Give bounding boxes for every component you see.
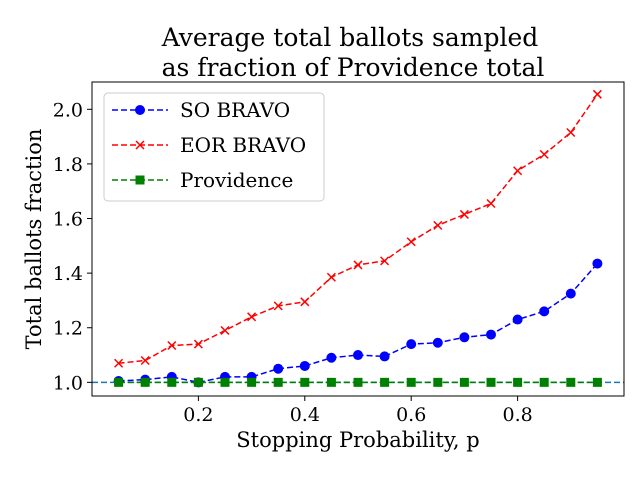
chart-title-line2: as fraction of Providence total	[162, 53, 545, 82]
series-line-so-bravo	[118, 263, 598, 384]
data-point-providence	[273, 377, 283, 387]
data-point-providence	[592, 377, 602, 387]
x-tick-label: 0.4	[290, 404, 320, 426]
data-point-providence	[459, 377, 469, 387]
x-axis-label: Stopping Probability, p	[236, 428, 479, 452]
data-point-so-bravo	[459, 332, 470, 343]
y-axis-ticks: 1.0 1.2 1.4 1.6 1.8 2.0	[53, 99, 92, 394]
data-point-providence	[140, 377, 150, 387]
data-point-so-bravo	[299, 360, 310, 371]
data-point-eor-bravo	[539, 149, 549, 159]
data-point-providence	[513, 377, 523, 387]
y-tick-label: 1.2	[53, 318, 83, 340]
data-point-eor-bravo	[380, 256, 390, 266]
data-point-eor-bravo	[167, 340, 177, 351]
data-point-eor-bravo	[114, 358, 124, 368]
data-point-eor-bravo	[353, 260, 363, 270]
data-point-providence	[380, 377, 390, 387]
x-tick-label: 0.2	[183, 404, 213, 426]
y-tick-label: 1.6	[53, 209, 83, 231]
data-point-eor-bravo	[592, 89, 602, 99]
x-tick-label: 0.8	[502, 404, 532, 426]
data-point-so-bravo	[406, 339, 417, 350]
data-point-so-bravo	[512, 314, 523, 325]
data-point-providence	[353, 377, 363, 387]
plot-area	[92, 89, 624, 388]
data-point-eor-bravo	[273, 301, 283, 311]
chart-title-line1: Average total ballots sampled	[161, 23, 539, 52]
y-tick-label: 1.4	[53, 263, 83, 285]
data-point-eor-bravo	[247, 312, 257, 322]
data-point-providence	[167, 377, 177, 387]
data-point-providence	[220, 377, 230, 387]
x-tick-label: 0.6	[396, 404, 426, 426]
y-tick-label: 2.0	[53, 99, 83, 121]
data-point-so-bravo	[486, 329, 496, 340]
y-tick-label: 1.0	[53, 372, 83, 394]
data-point-providence	[486, 377, 496, 387]
data-point-providence	[300, 377, 310, 387]
data-point-so-bravo	[326, 352, 337, 363]
data-point-eor-bravo	[406, 237, 416, 247]
data-point-so-bravo	[379, 351, 390, 362]
data-point-eor-bravo	[220, 325, 230, 336]
data-point-providence	[406, 377, 416, 387]
data-point-eor-bravo	[140, 355, 150, 366]
legend-label-providence: Providence	[180, 168, 293, 192]
data-point-eor-bravo	[193, 339, 203, 349]
data-point-eor-bravo	[486, 198, 496, 209]
data-point-so-bravo	[273, 363, 284, 374]
legend-label-eor-bravo: EOR BRAVO	[180, 133, 306, 157]
legend-marker-providence	[135, 175, 145, 185]
legend-marker-eor-bravo	[135, 140, 145, 150]
y-axis-label: Total ballots fraction	[22, 129, 46, 350]
data-point-eor-bravo	[433, 220, 443, 230]
plot-frame	[91, 81, 625, 397]
data-point-so-bravo	[432, 337, 443, 348]
data-point-providence	[326, 377, 336, 387]
data-point-eor-bravo	[300, 297, 310, 307]
data-point-eor-bravo	[459, 209, 469, 219]
data-point-providence	[433, 377, 443, 387]
data-point-providence	[193, 377, 203, 387]
data-point-providence	[539, 377, 549, 387]
data-point-eor-bravo	[566, 127, 576, 138]
data-point-eor-bravo	[326, 272, 336, 282]
data-point-providence	[566, 377, 576, 387]
legend-label-so-bravo: SO BRAVO	[180, 98, 290, 122]
data-point-so-bravo	[353, 350, 363, 361]
data-point-providence	[114, 377, 124, 387]
legend-box	[103, 92, 325, 202]
data-point-eor-bravo	[513, 166, 523, 176]
legend: SO BRAVO EOR BRAVO Providence	[103, 92, 325, 202]
data-point-providence	[247, 377, 257, 387]
legend-marker-so-bravo	[135, 105, 145, 115]
data-point-so-bravo	[565, 288, 576, 299]
x-axis-ticks: 0.2 0.4 0.6 0.8	[183, 396, 533, 426]
data-point-so-bravo	[592, 258, 603, 269]
data-point-so-bravo	[539, 306, 550, 317]
y-tick-label: 1.8	[53, 154, 83, 176]
